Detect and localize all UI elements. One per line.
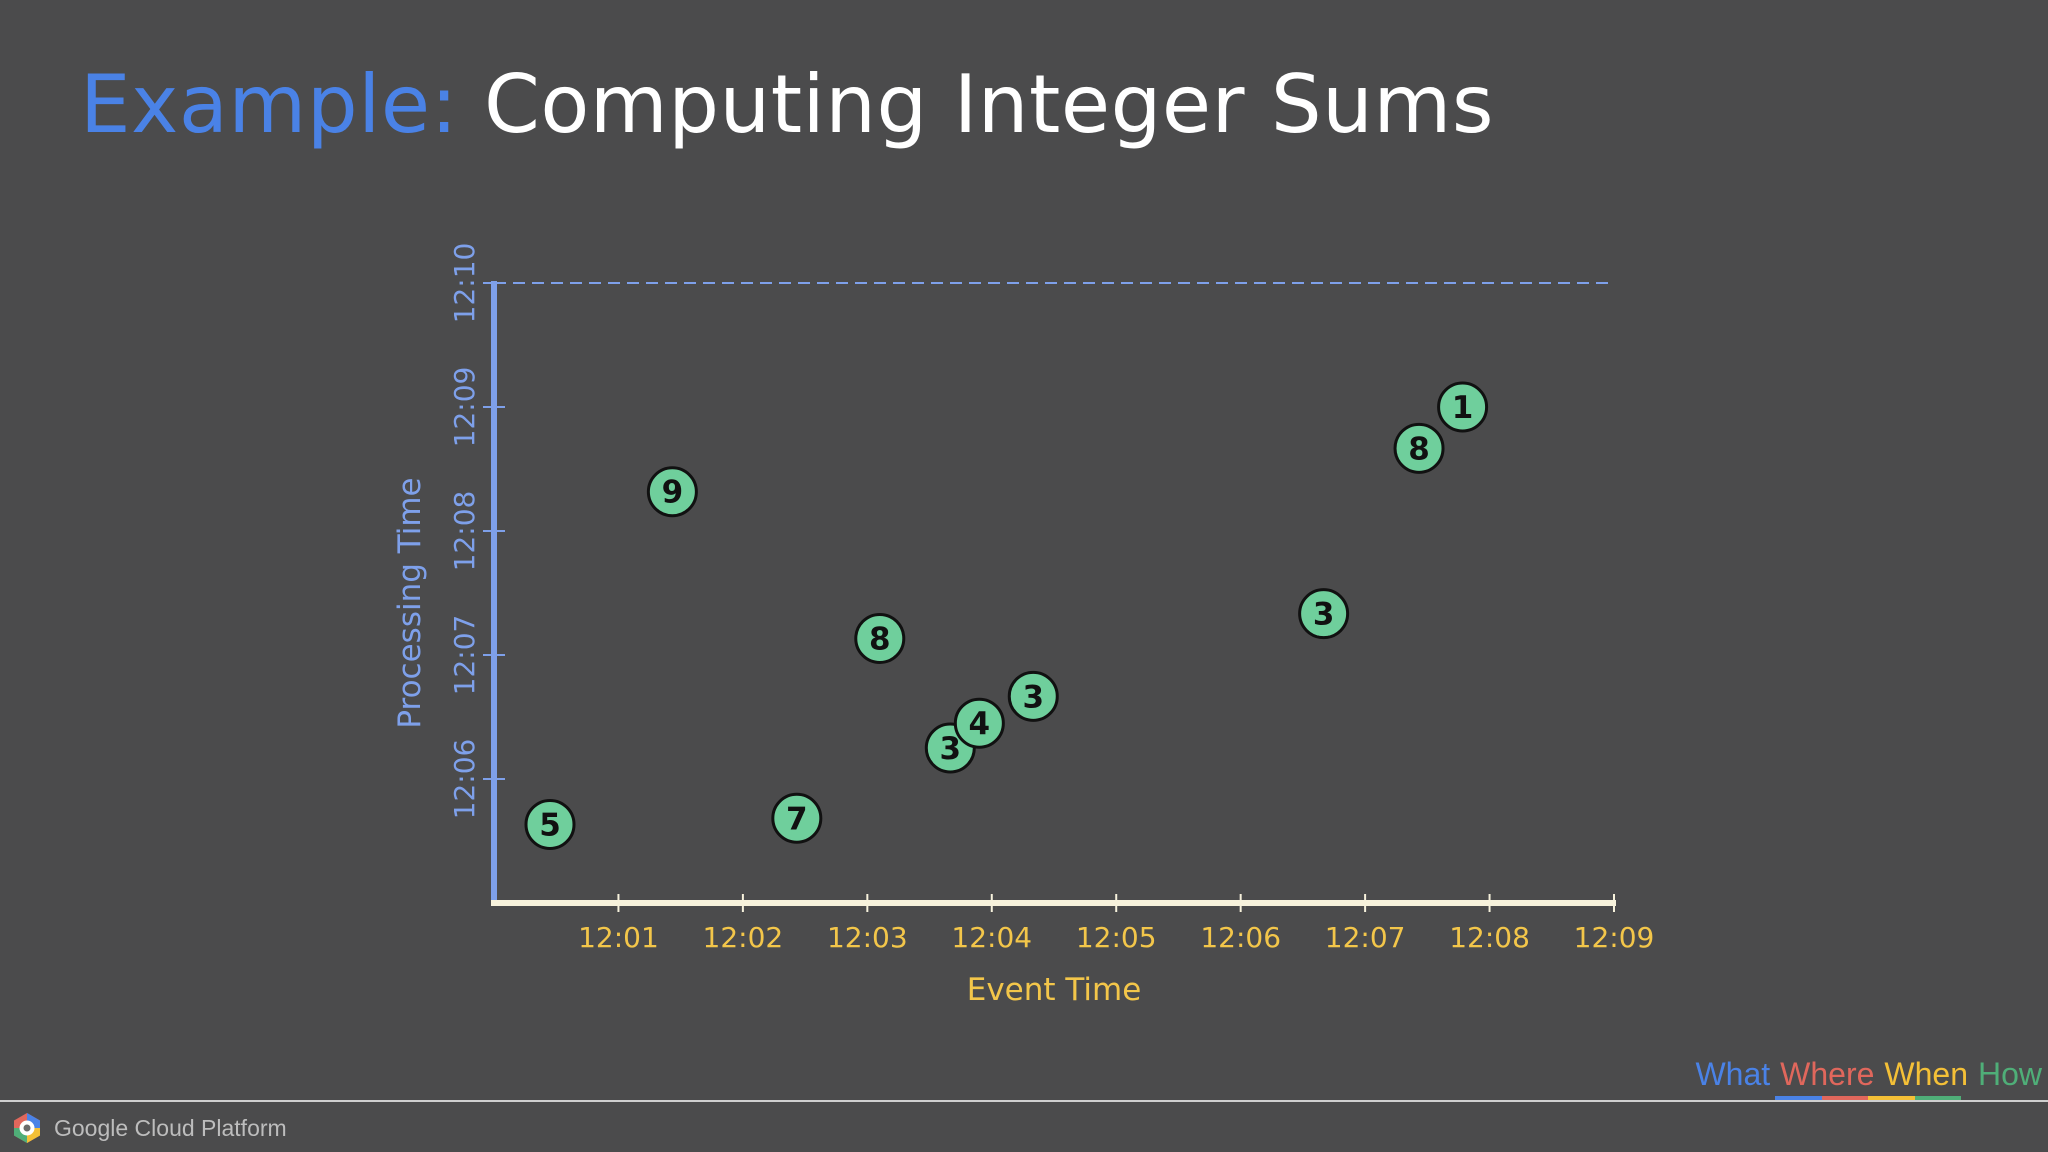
x-tick-label: 12:07 [1325, 921, 1406, 954]
x-tick-label: 12:09 [1574, 921, 1655, 954]
y-tick-label: 12:10 [448, 243, 481, 324]
x-axis-ticks: 12:01 12:02 12:03 12:04 12:05 12:06 12:07 12:08… [578, 894, 1654, 954]
point-label: 8 [1408, 431, 1430, 467]
legend-underline [1775, 1096, 1961, 1102]
point-label: 5 [539, 807, 561, 843]
footer-brand: Google Cloud Platform [54, 1114, 287, 1141]
y-tick-label: 12:08 [448, 491, 481, 572]
x-tick-label: 12:05 [1076, 921, 1157, 954]
x-tick-label: 12:06 [1200, 921, 1281, 954]
legend-how: How [1977, 1056, 2042, 1092]
point-label: 3 [940, 731, 962, 767]
legend-when: When [1884, 1056, 1968, 1092]
x-tick-label: 12:08 [1449, 921, 1530, 954]
data-point-3: 7 [771, 792, 823, 844]
y-axis-label: Processing Time [392, 477, 428, 728]
point-marker [524, 798, 576, 850]
title-prefix: Example: [80, 58, 459, 151]
x-tick-label: 12:03 [827, 921, 908, 954]
what-where-when-how-legend: What Where When How [1685, 1056, 2042, 1093]
point-marker [854, 612, 906, 664]
point-marker [1437, 381, 1489, 433]
y-tick-label: 12:07 [448, 615, 481, 696]
legend-where: Where [1780, 1056, 1875, 1092]
data-point-2: 9 [646, 466, 698, 518]
slide-title: Example: Computing Integer Sums [80, 58, 1494, 151]
y-tick-label: 12:06 [448, 739, 481, 820]
data-point-7: 3 [1007, 670, 1059, 722]
data-point-6: 4 [953, 697, 1005, 749]
point-label: 9 [662, 475, 684, 511]
x-axis-label: Event Time [967, 972, 1142, 1008]
data-point-1: 5 [524, 798, 576, 850]
point-marker [1298, 588, 1350, 640]
x-tick-label: 12:02 [703, 921, 784, 954]
point-label: 8 [869, 621, 891, 657]
x-tick-label: 12:04 [951, 921, 1032, 954]
point-marker [953, 697, 1005, 749]
x-tick-label: 12:01 [578, 921, 659, 954]
point-label: 7 [786, 801, 808, 837]
y-tick-label: 12:09 [448, 367, 481, 448]
data-point-4: 8 [854, 612, 906, 664]
point-marker [1007, 670, 1059, 722]
data-point-9: 8 [1393, 422, 1445, 474]
footer-divider [0, 1100, 2048, 1102]
point-label: 1 [1452, 390, 1474, 426]
point-label: 4 [969, 706, 991, 742]
google-cloud-logo-icon [14, 1113, 40, 1143]
point-label: 3 [1313, 597, 1335, 633]
data-point-10: 1 [1437, 381, 1489, 433]
point-marker [646, 466, 698, 518]
footer: Google Cloud Platform [10, 1110, 287, 1146]
legend-what: What [1695, 1056, 1771, 1092]
y-axis-ticks: 12:06 12:07 12:08 12:09 12:10 [448, 243, 505, 820]
data-point-8: 3 [1298, 588, 1350, 640]
point-marker [1393, 422, 1445, 474]
title-main: Computing Integer Sums [483, 58, 1494, 151]
point-marker [771, 792, 823, 844]
point-label: 3 [1022, 679, 1044, 715]
